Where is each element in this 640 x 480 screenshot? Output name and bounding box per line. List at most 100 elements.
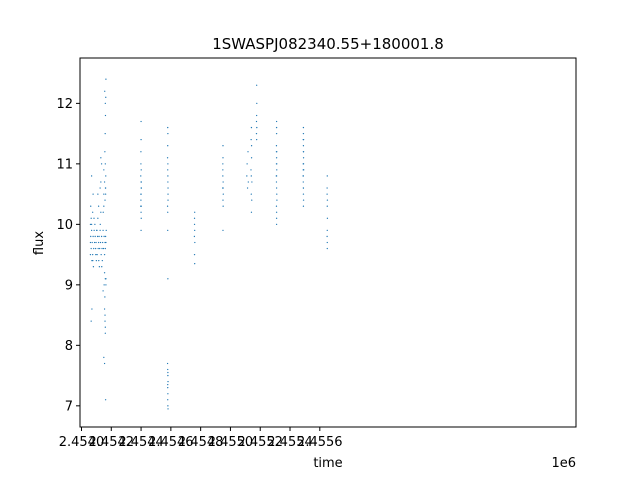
data-point (90, 223, 93, 226)
y-tick-label: 11 (56, 157, 73, 172)
data-point (93, 241, 96, 244)
data-point (100, 211, 102, 213)
data-point (222, 169, 224, 171)
data-point (326, 199, 329, 201)
data-point (100, 253, 102, 256)
data-point (95, 253, 97, 256)
data-point (90, 247, 92, 250)
data-point (105, 229, 107, 232)
data-point (302, 157, 305, 159)
data-point (102, 247, 105, 250)
data-point (275, 187, 278, 189)
x-tick-label: 2.4550 (208, 435, 254, 450)
data-point (105, 175, 107, 177)
x-axis-ticks: 2.45402.45422.45442.45462.45482.45502.45… (59, 427, 343, 450)
data-point (140, 163, 142, 165)
data-point (302, 163, 305, 165)
data-point (98, 266, 101, 268)
plot-frame (79, 57, 577, 428)
data-point (104, 332, 106, 334)
data-point (140, 199, 142, 201)
data-point (167, 211, 169, 213)
x-tick-label: 2.4552 (237, 435, 283, 450)
x-axis-offset-label: 1e6 (551, 456, 576, 471)
data-point (140, 181, 143, 183)
data-point (97, 241, 100, 244)
data-point (104, 320, 106, 322)
data-point (246, 187, 249, 189)
data-point (90, 205, 92, 207)
data-point (222, 199, 224, 201)
data-point (167, 384, 169, 386)
data-point (275, 145, 278, 147)
data-point (92, 193, 94, 195)
data-point (194, 263, 196, 265)
data-point (302, 169, 305, 171)
data-point (140, 205, 142, 207)
series-group-5 (246, 84, 258, 213)
data-point (96, 229, 98, 232)
data-point (103, 284, 105, 286)
data-point (167, 229, 169, 232)
x-tick-label: 2.4540 (59, 435, 105, 450)
data-point (104, 241, 106, 244)
data-point (275, 181, 278, 183)
data-point (167, 387, 169, 389)
data-point (140, 175, 142, 177)
data-point (275, 205, 278, 207)
data-point (93, 217, 95, 219)
plot-area (80, 58, 576, 427)
data-point (167, 405, 169, 407)
data-point (93, 229, 95, 232)
data-point (89, 223, 92, 226)
data-point (101, 247, 103, 250)
data-point (92, 266, 95, 268)
data-point (167, 399, 169, 401)
data-points-layer (89, 78, 329, 410)
data-point (167, 145, 169, 147)
data-point (255, 120, 258, 123)
data-point (103, 362, 106, 365)
data-point (103, 169, 105, 171)
data-point (105, 284, 107, 286)
x-axis-title: time (313, 456, 342, 471)
data-point (167, 163, 169, 165)
data-point (140, 193, 142, 195)
data-point (104, 314, 106, 316)
data-point (193, 235, 196, 238)
data-point (103, 253, 106, 256)
series-group-8 (326, 175, 329, 250)
data-point (250, 126, 253, 129)
data-point (326, 187, 328, 189)
data-point (104, 102, 106, 105)
data-point (94, 235, 96, 238)
data-point (256, 114, 258, 117)
data-point (104, 193, 107, 195)
data-point (222, 205, 224, 207)
data-point (251, 199, 253, 201)
data-point (167, 371, 169, 374)
data-point (102, 211, 104, 213)
data-point (246, 163, 248, 165)
data-point (105, 78, 107, 80)
data-point (100, 235, 103, 238)
data-point (222, 157, 224, 159)
data-point (99, 229, 101, 232)
data-point (326, 241, 328, 244)
data-point (102, 290, 104, 292)
data-point (104, 163, 106, 165)
data-point (276, 163, 278, 165)
data-point (275, 157, 278, 159)
data-point (104, 296, 106, 298)
data-point (140, 211, 142, 213)
data-point (103, 356, 105, 359)
data-point (90, 235, 92, 238)
series-group-2 (166, 126, 169, 410)
data-point (91, 241, 93, 244)
series-group-4 (222, 145, 224, 232)
data-point (90, 229, 93, 232)
data-point (167, 169, 169, 171)
data-point (326, 247, 328, 250)
data-point (276, 169, 278, 171)
y-tick-label: 9 (65, 278, 73, 293)
